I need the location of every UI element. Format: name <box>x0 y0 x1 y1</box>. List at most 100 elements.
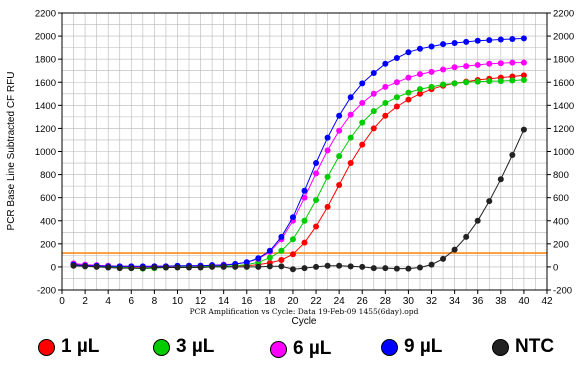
data-point <box>266 263 273 270</box>
y-tick-label: 1800 <box>553 55 574 66</box>
data-point <box>451 64 458 71</box>
data-point <box>451 80 458 87</box>
data-point <box>463 63 470 70</box>
data-point <box>289 266 296 273</box>
y-tick-label: 1200 <box>35 124 56 135</box>
y-tick-labels-right: -200 0 200 400 600 800 1000 1200 1400 1600 1800 200… <box>547 9 574 297</box>
data-point <box>382 112 389 119</box>
data-point <box>186 264 193 271</box>
data-point <box>416 264 423 271</box>
data-point <box>278 233 285 240</box>
legend-label-ntc: NTC <box>515 336 555 357</box>
data-point <box>497 36 504 43</box>
data-point <box>382 265 389 272</box>
data-point <box>336 262 343 269</box>
data-point <box>474 37 481 44</box>
legend-label-6ul: 6 µL <box>293 338 332 359</box>
y-tick-label: 1800 <box>35 55 56 66</box>
y-tick-label: -200 <box>37 286 56 297</box>
data-point <box>324 203 331 210</box>
data-point <box>428 43 435 50</box>
y-tick-label: 400 <box>40 216 56 227</box>
data-point <box>520 126 527 133</box>
y-tick-label: 200 <box>40 239 56 250</box>
x-tick-label: 22 <box>310 296 322 307</box>
data-point <box>393 94 400 101</box>
data-point <box>347 134 354 141</box>
data-point <box>370 265 377 272</box>
data-point <box>82 263 89 270</box>
data-point <box>347 160 354 167</box>
data-point <box>313 170 320 177</box>
data-point <box>405 96 412 103</box>
x-tick-label: 0 <box>59 296 65 307</box>
data-point <box>463 38 470 45</box>
x-tick-label: 18 <box>264 296 276 307</box>
data-point <box>509 35 516 42</box>
x-tick-label: 24 <box>334 296 346 307</box>
y-tick-label: 0 <box>553 262 558 273</box>
data-point <box>370 90 377 97</box>
data-point <box>405 74 412 81</box>
data-point <box>116 265 123 272</box>
data-point <box>416 71 423 78</box>
data-point <box>266 254 273 261</box>
legend-item-3ul: 3 µL <box>153 336 214 358</box>
data-point <box>151 264 158 271</box>
x-tick-label: 2 <box>82 296 88 307</box>
data-point <box>313 223 320 230</box>
data-point <box>520 72 527 79</box>
data-point <box>197 264 204 271</box>
y-tick-label: 2000 <box>553 32 574 43</box>
data-point <box>393 55 400 62</box>
y-tick-label: 800 <box>40 170 56 181</box>
legend: 1 µL 3 µL 6 µL 9 µL NTC <box>0 336 579 366</box>
data-point <box>440 81 447 88</box>
data-point <box>336 153 343 160</box>
x-tick-label: 14 <box>218 296 230 307</box>
data-point <box>255 255 262 262</box>
data-point <box>359 80 366 87</box>
data-point <box>278 256 285 263</box>
legend-item-6ul: 6 µL <box>270 338 331 360</box>
y-tick-label: 800 <box>553 170 569 181</box>
data-point <box>128 265 135 272</box>
y-tick-label: 2000 <box>35 32 56 43</box>
y-tick-label: 1000 <box>35 147 56 158</box>
data-point <box>474 61 481 68</box>
y-tick-label: 2200 <box>553 9 574 20</box>
data-point <box>509 151 516 158</box>
x-tick-label: 26 <box>357 296 369 307</box>
data-point <box>324 173 331 180</box>
series-4 <box>70 126 527 273</box>
data-point <box>313 196 320 203</box>
y-tick-label: 1600 <box>35 78 56 89</box>
data-point <box>509 77 516 84</box>
data-point <box>486 37 493 44</box>
data-point <box>520 59 527 66</box>
data-point <box>209 263 216 270</box>
y-tick-label: -200 <box>553 286 572 297</box>
data-point <box>301 187 308 194</box>
x-tick-label: 4 <box>105 296 111 307</box>
data-point <box>93 263 100 270</box>
data-point <box>474 78 481 85</box>
data-point <box>347 111 354 118</box>
x-tick-label: 8 <box>152 296 158 307</box>
legend-dot-3ul <box>153 338 170 356</box>
legend-label-1ul: 1 µL <box>61 336 100 357</box>
legend-dot-ntc <box>492 338 509 356</box>
data-point <box>301 194 308 201</box>
data-point <box>382 60 389 67</box>
x-tick-label: 34 <box>449 296 461 307</box>
data-point <box>520 35 527 42</box>
data-point <box>463 79 470 86</box>
legend-item-9ul: 9 µL <box>381 336 442 358</box>
data-point <box>486 198 493 205</box>
x-tick-label: 16 <box>241 296 253 307</box>
data-point <box>405 265 412 272</box>
data-point <box>416 86 423 93</box>
data-point <box>382 100 389 107</box>
y-tick-label: 1400 <box>553 101 574 112</box>
data-point <box>463 233 470 240</box>
